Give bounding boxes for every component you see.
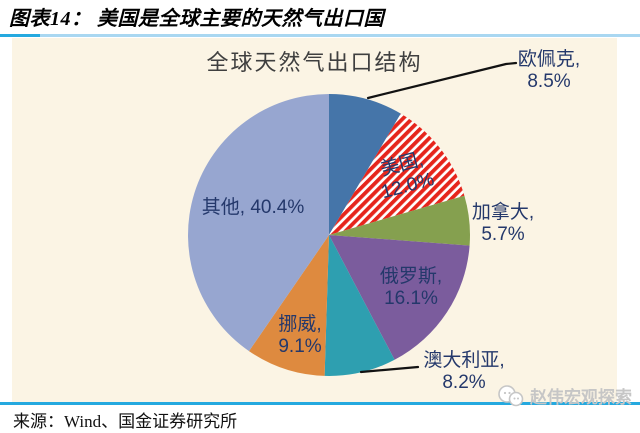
chart-title: 全球天然气出口结构 [206, 50, 423, 75]
label-norway-value: 9.1% [278, 336, 322, 357]
label-opec-name: 欧佩克, [517, 49, 581, 70]
leader-lines [359, 61, 518, 374]
watermark-text: 赵伟宏观探索 [530, 388, 632, 407]
top-divider-line [0, 34, 640, 37]
source-note: 来源：Wind、国金证券研究所 [13, 412, 238, 431]
pie-slice-加拿大 [329, 195, 470, 246]
label-canada-value: 5.7% [481, 224, 525, 245]
pie-slice-挪威 [249, 235, 329, 376]
label-australia-name: 澳大利亚, [423, 350, 505, 371]
label-canada-name: 加拿大, [471, 202, 535, 223]
label-others-text: 其他, 40.4% [201, 197, 305, 218]
chart-panel: 全球天然气出口结构 欧佩克, 8.5% 美国, 12.0% 加拿大, 5.7% … [12, 38, 617, 402]
pie-slices [188, 93, 470, 376]
pie-slice-俄罗斯 [329, 235, 470, 360]
label-canada: 加拿大, 5.7% [472, 202, 534, 246]
leader-line-opec [366, 61, 518, 100]
figure-title: 图表14： 美国是全球主要的天然气出口国 [9, 8, 384, 30]
pie-slice-澳大利亚 [324, 235, 395, 376]
label-russia: 俄罗斯, 16.1% [380, 266, 442, 310]
leader-line-australia [359, 365, 420, 374]
pie-slice-其他 [188, 94, 329, 352]
label-australia-value: 8.2% [442, 372, 486, 393]
label-opec-value: 8.5% [527, 71, 571, 92]
label-others: 其他, 40.4% [202, 197, 304, 219]
label-russia-value: 16.1% [384, 288, 438, 309]
label-australia: 澳大利亚, 8.2% [423, 350, 504, 394]
pie-svg [188, 61, 518, 376]
pie-slice-欧佩克 [329, 93, 401, 235]
label-norway-name: 挪威, [278, 314, 322, 335]
bottom-divider-line [0, 402, 640, 405]
wechat-logo-icon [498, 384, 524, 406]
top-divider-accent-segment [0, 34, 40, 37]
label-opec: 欧佩克, 8.5% [518, 49, 580, 93]
pie-slice-美国 [329, 113, 465, 235]
watermark: 赵伟宏观探索 [497, 383, 632, 408]
label-norway: 挪威, 9.1% [278, 314, 321, 358]
label-russia-name: 俄罗斯, [379, 266, 443, 287]
